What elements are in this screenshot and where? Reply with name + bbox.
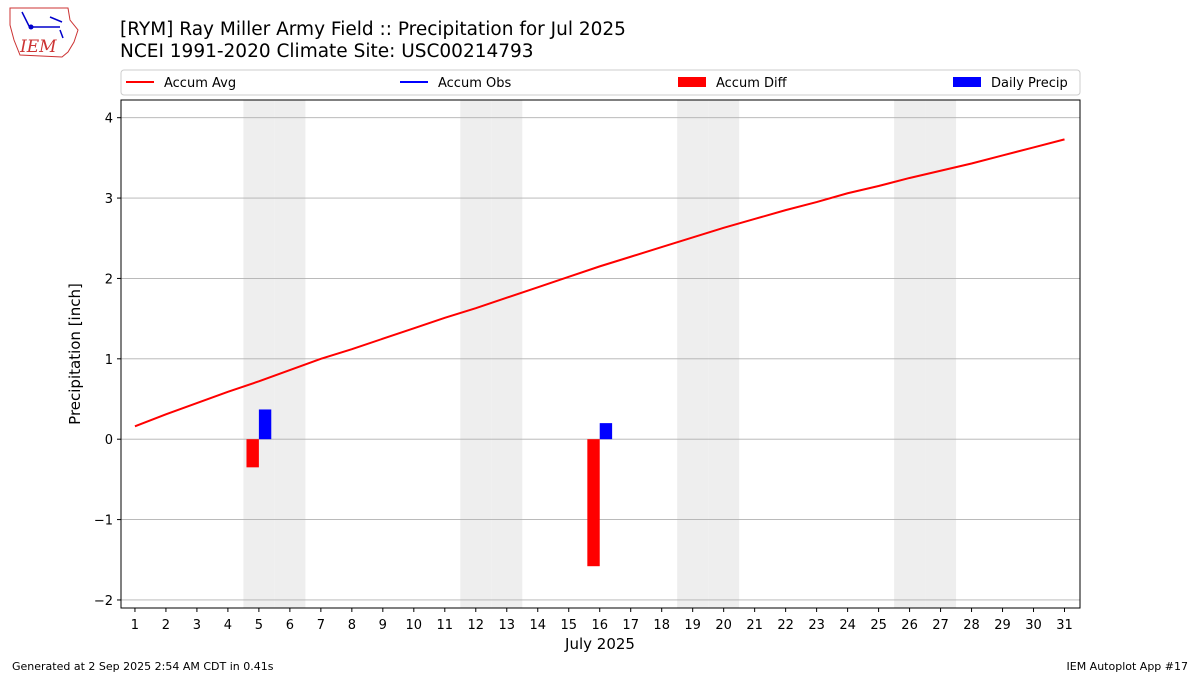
y-axis-label: Precipitation [inch] bbox=[66, 283, 84, 425]
legend-label: Daily Precip bbox=[991, 76, 1068, 91]
x-tick-label: 20 bbox=[715, 618, 732, 633]
bar bbox=[599, 423, 613, 440]
footer-right: IEM Autoplot App #17 bbox=[1067, 660, 1189, 673]
weekend-shade bbox=[925, 100, 957, 608]
bar bbox=[587, 439, 600, 567]
x-tick-label: 24 bbox=[839, 618, 856, 633]
x-tick-label: 13 bbox=[498, 618, 515, 633]
x-tick-label: 11 bbox=[437, 618, 454, 633]
legend-label: Accum Obs bbox=[438, 76, 511, 91]
weekend-shade bbox=[677, 100, 709, 608]
y-tick-label: 3 bbox=[105, 192, 113, 207]
x-tick-label: 23 bbox=[808, 618, 825, 633]
line bbox=[134, 138, 1065, 428]
x-tick-label: 2 bbox=[162, 618, 170, 633]
weekend-shade bbox=[460, 100, 492, 608]
x-tick-label: 3 bbox=[193, 618, 201, 633]
y-tick-label: 1 bbox=[105, 353, 113, 368]
x-tick-label: 8 bbox=[348, 618, 356, 633]
x-tick-label: 22 bbox=[777, 618, 794, 633]
x-tick-label: 6 bbox=[286, 618, 294, 633]
legend-box bbox=[120, 69, 1081, 96]
x-tick-label: 17 bbox=[622, 618, 639, 633]
logo-outline bbox=[9, 7, 79, 58]
x-tick-label: 18 bbox=[653, 618, 670, 633]
bar bbox=[258, 409, 272, 440]
x-tick-label: 16 bbox=[591, 618, 608, 633]
x-tick-label: 10 bbox=[406, 618, 423, 633]
x-tick-label: 19 bbox=[684, 618, 701, 633]
x-tick-label: 25 bbox=[870, 618, 887, 633]
plot-frame bbox=[120, 99, 1081, 609]
x-tick-label: 14 bbox=[529, 618, 546, 633]
x-tick-label: 1 bbox=[131, 618, 139, 633]
x-tick-label: 7 bbox=[317, 618, 325, 633]
y-tick-label: −2 bbox=[94, 594, 113, 609]
x-tick-label: 26 bbox=[901, 618, 918, 633]
logo-dot bbox=[28, 24, 34, 30]
logo: IEM bbox=[9, 7, 79, 58]
x-tick-label: 5 bbox=[255, 618, 263, 633]
chart-subtitle: NCEI 1991-2020 Climate Site: USC00214793 bbox=[120, 41, 534, 62]
legend-label: Accum Avg bbox=[164, 76, 236, 91]
x-tick-label: 27 bbox=[932, 618, 949, 633]
logo-icon bbox=[21, 11, 64, 39]
legend-swatch bbox=[953, 77, 981, 87]
x-tick-label: 21 bbox=[746, 618, 763, 633]
x-tick-label: 4 bbox=[224, 618, 232, 633]
weekend-shade bbox=[491, 100, 523, 608]
legend-swatch bbox=[678, 77, 706, 87]
x-tick-label: 31 bbox=[1056, 618, 1073, 633]
x-tick-label: 30 bbox=[1025, 618, 1042, 633]
weekend-shade bbox=[274, 100, 306, 608]
logo-text: IEM bbox=[19, 37, 57, 57]
weekend-shade bbox=[894, 100, 926, 608]
bar bbox=[246, 439, 259, 468]
footer-left: Generated at 2 Sep 2025 2:54 AM CDT in 0… bbox=[12, 660, 274, 673]
x-tick-label: 15 bbox=[560, 618, 577, 633]
y-tick-label: 4 bbox=[105, 112, 113, 127]
x-tick-label: 12 bbox=[468, 618, 485, 633]
x-tick-label: 28 bbox=[963, 618, 980, 633]
y-tick-label: 2 bbox=[105, 272, 113, 287]
x-tick-label: 29 bbox=[994, 618, 1011, 633]
legend-label: Accum Diff bbox=[716, 76, 788, 91]
x-axis-label: July 2025 bbox=[564, 635, 635, 653]
chart-title: [RYM] Ray Miller Army Field :: Precipita… bbox=[120, 19, 626, 40]
x-tick-label: 9 bbox=[379, 618, 387, 633]
y-tick-label: 0 bbox=[105, 433, 113, 448]
weekend-shade bbox=[708, 100, 740, 608]
weekend-shade bbox=[243, 100, 275, 608]
y-tick-label: −1 bbox=[94, 514, 113, 529]
